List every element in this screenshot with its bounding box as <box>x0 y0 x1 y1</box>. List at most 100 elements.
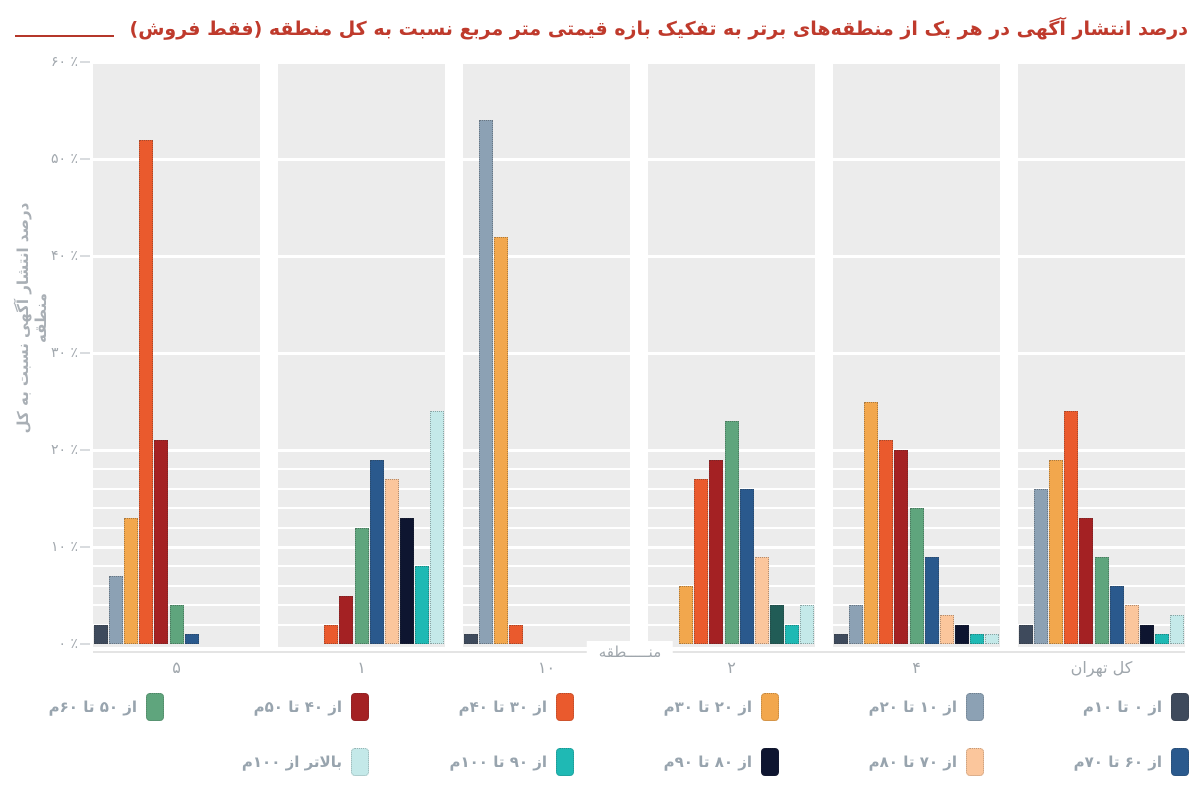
bar <box>848 605 863 644</box>
legend-label: از ۷۰ تا ۸۰م <box>868 753 957 771</box>
x-tick-label: ۵ <box>172 658 181 677</box>
bar <box>169 605 184 644</box>
bar <box>324 624 339 644</box>
gridline-minor <box>93 623 1185 626</box>
y-tick-label: ۰ ٪ <box>58 636 78 652</box>
bar <box>93 624 108 644</box>
bar <box>694 479 709 644</box>
legend-label: از ۶۰ تا ۷۰م <box>1073 753 1162 771</box>
legend-label: از ۴۰ تا ۵۰م <box>253 698 342 716</box>
legend-swatch <box>1171 693 1189 721</box>
gridline-minor <box>93 468 1185 471</box>
x-tick-label: ۱ <box>357 658 366 677</box>
bar <box>369 459 384 644</box>
y-tick-mark <box>80 61 90 63</box>
legend-swatch <box>761 748 779 776</box>
y-tick-mark <box>80 546 90 548</box>
bar <box>724 420 739 644</box>
x-axis-title: منـــــطقه <box>586 641 674 663</box>
bar <box>1018 624 1033 644</box>
x-tick-label: ۴ <box>912 658 921 677</box>
legend-label: از ۵۰ تا ۶۰م <box>48 698 137 716</box>
y-tick-mark <box>80 158 90 160</box>
bar <box>785 624 800 644</box>
legend-item: از ۱۰ تا ۲۰م <box>869 693 984 721</box>
bar <box>863 401 878 644</box>
gridline-major <box>93 545 1185 549</box>
bar <box>1109 585 1124 644</box>
bar <box>800 605 815 644</box>
bar <box>879 440 894 644</box>
legend-label: از ۸۰ تا ۹۰م <box>663 753 752 771</box>
legend-item: از ۸۰ تا ۹۰م <box>664 748 779 776</box>
bar <box>184 634 199 644</box>
bar <box>833 634 848 644</box>
legend-swatch <box>351 748 369 776</box>
gridline-minor <box>93 565 1185 568</box>
bar <box>509 624 524 644</box>
gridline-minor <box>93 526 1185 529</box>
legend-swatch <box>556 693 574 721</box>
chart-legend: از ۰ تا ۱۰م از ۱۰ تا ۲۰م از ۲۰ تا ۳۰م از ۳۰… <box>0 692 1189 777</box>
legend-item: از ۴۰ تا ۵۰م <box>254 693 369 721</box>
bar <box>430 411 445 644</box>
bar <box>1140 624 1155 644</box>
bar <box>1094 556 1109 644</box>
legend-swatch <box>556 748 574 776</box>
gridline-major <box>93 254 1185 258</box>
gridline-minor <box>93 507 1185 510</box>
legend-item: از ۹۰ تا ۱۰۰م <box>450 748 574 776</box>
bar <box>339 595 354 644</box>
bar <box>1170 614 1185 644</box>
legend-item: از ۶۰ تا ۷۰م <box>1074 748 1189 776</box>
legend-label: از ۰ تا ۱۰م <box>1082 698 1162 716</box>
chart-title: درصد انتشار آگهی در هر یک از منطقه‌های ب… <box>129 18 1188 40</box>
legend-item: از ۰ تا ۱۰م <box>1083 693 1189 721</box>
gridline-major <box>93 351 1185 355</box>
legend-swatch <box>966 748 984 776</box>
legend-item: از ۲۰ تا ۳۰م <box>664 693 779 721</box>
gridline-major <box>93 60 1185 64</box>
bar <box>1155 634 1170 644</box>
legend-label: از ۱۰ تا ۲۰م <box>868 698 957 716</box>
bar <box>909 508 924 644</box>
title-rule-line <box>15 35 114 37</box>
gridline-minor <box>93 604 1185 607</box>
bar <box>1079 517 1094 644</box>
legend-label: بالاتر از ۱۰۰م <box>241 753 342 771</box>
bar <box>739 488 754 644</box>
bar <box>894 450 909 644</box>
y-tick-label: ۵۰ ٪ <box>50 151 78 167</box>
bar <box>985 634 1000 644</box>
bar <box>939 614 954 644</box>
legend-swatch <box>146 693 164 721</box>
bar <box>709 459 724 644</box>
y-axis-title: درصد انتشار آگهی نسبت به کل منطقه <box>14 202 50 434</box>
bar <box>1048 459 1063 644</box>
bar <box>478 120 493 644</box>
legend-item: از ۵۰ تا ۶۰م <box>49 693 164 721</box>
y-tick-mark <box>80 352 90 354</box>
legend-item: از ۷۰ تا ۸۰م <box>869 748 984 776</box>
chart-header: درصد انتشار آگهی در هر یک از منطقه‌های ب… <box>15 10 1188 46</box>
bar <box>770 605 785 644</box>
y-tick-label: ۱۰ ٪ <box>50 539 78 555</box>
bar <box>678 585 693 644</box>
legend-swatch <box>1171 748 1189 776</box>
bar <box>1033 488 1048 644</box>
x-tick-label: کل تهران <box>1070 658 1133 677</box>
bar <box>493 236 508 644</box>
bar <box>924 556 939 644</box>
legend-label: از ۳۰ تا ۴۰م <box>458 698 547 716</box>
legend-swatch <box>966 693 984 721</box>
x-tick-label: ۲ <box>727 658 736 677</box>
legend-item: از ۳۰ تا ۴۰م <box>459 693 574 721</box>
bar <box>463 634 478 644</box>
x-tick-label: ۱۰ <box>537 658 556 677</box>
legend-item: بالاتر از ۱۰۰م <box>242 748 369 776</box>
gridline-minor <box>93 487 1185 490</box>
y-tick-label: ۶۰ ٪ <box>50 54 78 70</box>
bar <box>384 479 399 644</box>
bar <box>108 576 123 644</box>
